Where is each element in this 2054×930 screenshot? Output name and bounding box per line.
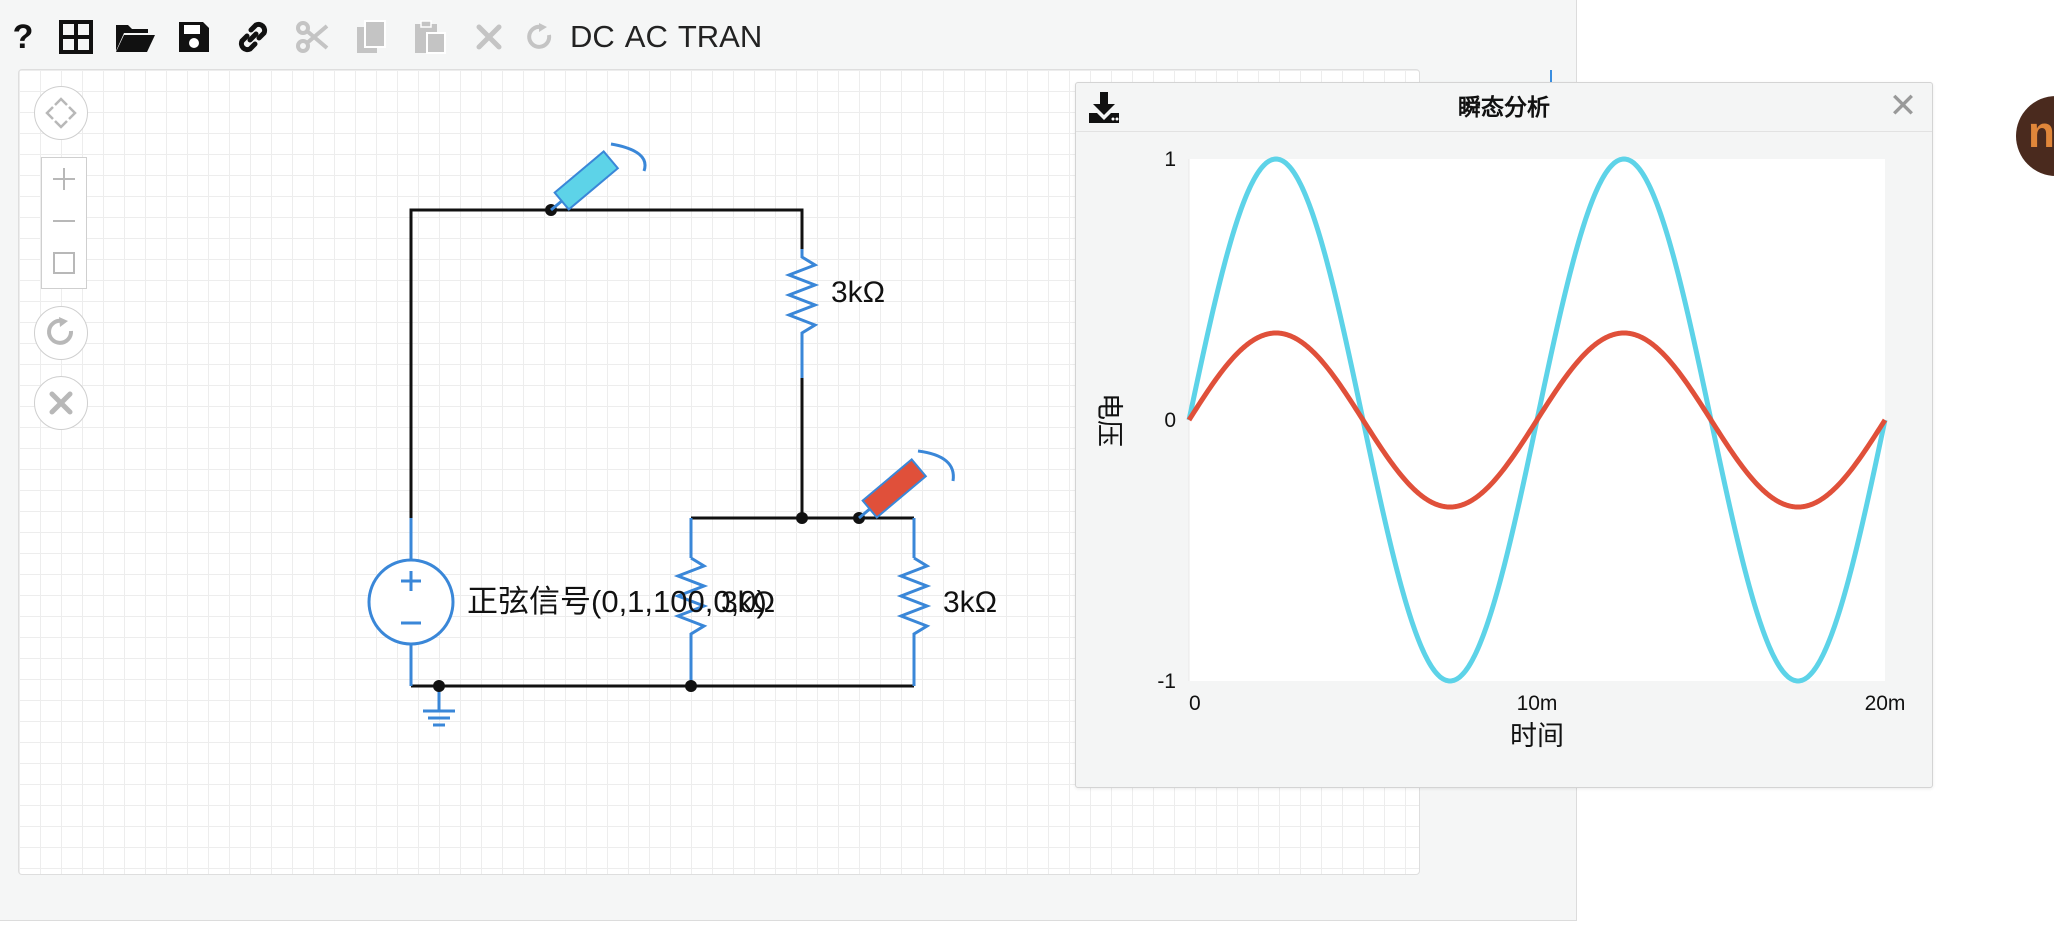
window-title: 瞬态分析 xyxy=(1458,94,1550,120)
resistor-right[interactable] xyxy=(896,556,932,642)
tran-analysis-button[interactable]: TRAN xyxy=(677,19,763,54)
dc-analysis-button[interactable]: DC xyxy=(570,19,615,54)
pan-arrows-icon xyxy=(45,97,77,129)
series-line-2 xyxy=(1186,330,1888,510)
y-axis-title: 电压 xyxy=(1094,393,1124,447)
plus-icon xyxy=(53,168,75,190)
grid-icon[interactable] xyxy=(46,8,105,66)
download-icon[interactable] xyxy=(1086,89,1122,125)
y-tick-label: -1 xyxy=(1157,670,1176,693)
link-icon[interactable] xyxy=(223,8,282,66)
rotate-button[interactable] xyxy=(34,306,88,360)
resistor-right-label: 3kΩ xyxy=(943,586,997,619)
copy-icon[interactable] xyxy=(341,8,400,66)
ground-icon[interactable] xyxy=(423,709,455,727)
voltage-probe-cyan[interactable] xyxy=(544,142,647,218)
delete-selection-button[interactable] xyxy=(34,376,88,430)
zoom-out-button[interactable] xyxy=(42,200,86,242)
y-tick-label: 1 xyxy=(1164,148,1176,171)
x-tick-label: 0 xyxy=(1189,692,1201,715)
x-tick-label: 10m xyxy=(1517,692,1558,715)
transient-analysis-window[interactable]: 瞬态分析 ✕ 0 10m 20m 1 0 -1 时间 电压 xyxy=(1075,82,1933,788)
zoom-controls xyxy=(41,157,87,289)
zoom-fit-button[interactable] xyxy=(42,242,86,284)
resistor-middle-label: 3kΩ xyxy=(721,586,775,619)
scroll-marker xyxy=(1550,70,1552,86)
series-group xyxy=(1186,156,1888,684)
paste-icon[interactable] xyxy=(400,8,459,66)
x-axis-title: 时间 xyxy=(1510,721,1564,751)
square-icon xyxy=(53,252,75,274)
window-header[interactable]: 瞬态分析 ✕ xyxy=(1076,83,1932,132)
toolbar: ? DC AC TRAN xyxy=(0,8,1576,66)
axes: 0 10m 20m 1 0 -1 xyxy=(1157,148,1905,715)
y-tick-label: 0 xyxy=(1164,409,1176,432)
resistor-middle[interactable] xyxy=(673,556,709,642)
resistor-top-label: 3kΩ xyxy=(831,276,885,309)
sine-voltage-source[interactable] xyxy=(367,558,455,646)
app-frame: ? DC AC TRAN xyxy=(0,0,1933,921)
save-icon[interactable] xyxy=(164,8,223,66)
voltage-probe-red[interactable] xyxy=(852,449,955,526)
close-icon[interactable]: ✕ xyxy=(1888,87,1918,125)
folder-open-icon[interactable] xyxy=(105,8,164,66)
transient-chart: 0 10m 20m 1 0 -1 时间 电压 xyxy=(1094,148,1905,751)
close-icon xyxy=(49,391,73,415)
ac-analysis-button[interactable]: AC xyxy=(624,19,668,54)
help-icon[interactable]: ? xyxy=(12,17,34,56)
assistant-avatar[interactable]: n xyxy=(2016,96,2054,176)
x-tick-label: 20m xyxy=(1865,692,1906,715)
source-label: 正弦信号(0,1,100,0,0) xyxy=(467,584,767,619)
minus-icon xyxy=(53,220,75,222)
pan-control[interactable] xyxy=(34,86,88,140)
redo-icon[interactable] xyxy=(518,8,562,66)
delete-icon[interactable] xyxy=(459,8,518,66)
zoom-in-button[interactable] xyxy=(42,158,86,200)
circuit-diagram: 3kΩ 3kΩ 3kΩ 正弦信号(0,1,100,0,0) xyxy=(367,142,997,727)
resistor-top[interactable] xyxy=(784,249,820,378)
rotate-icon xyxy=(47,317,74,345)
scissors-icon[interactable] xyxy=(282,8,341,66)
